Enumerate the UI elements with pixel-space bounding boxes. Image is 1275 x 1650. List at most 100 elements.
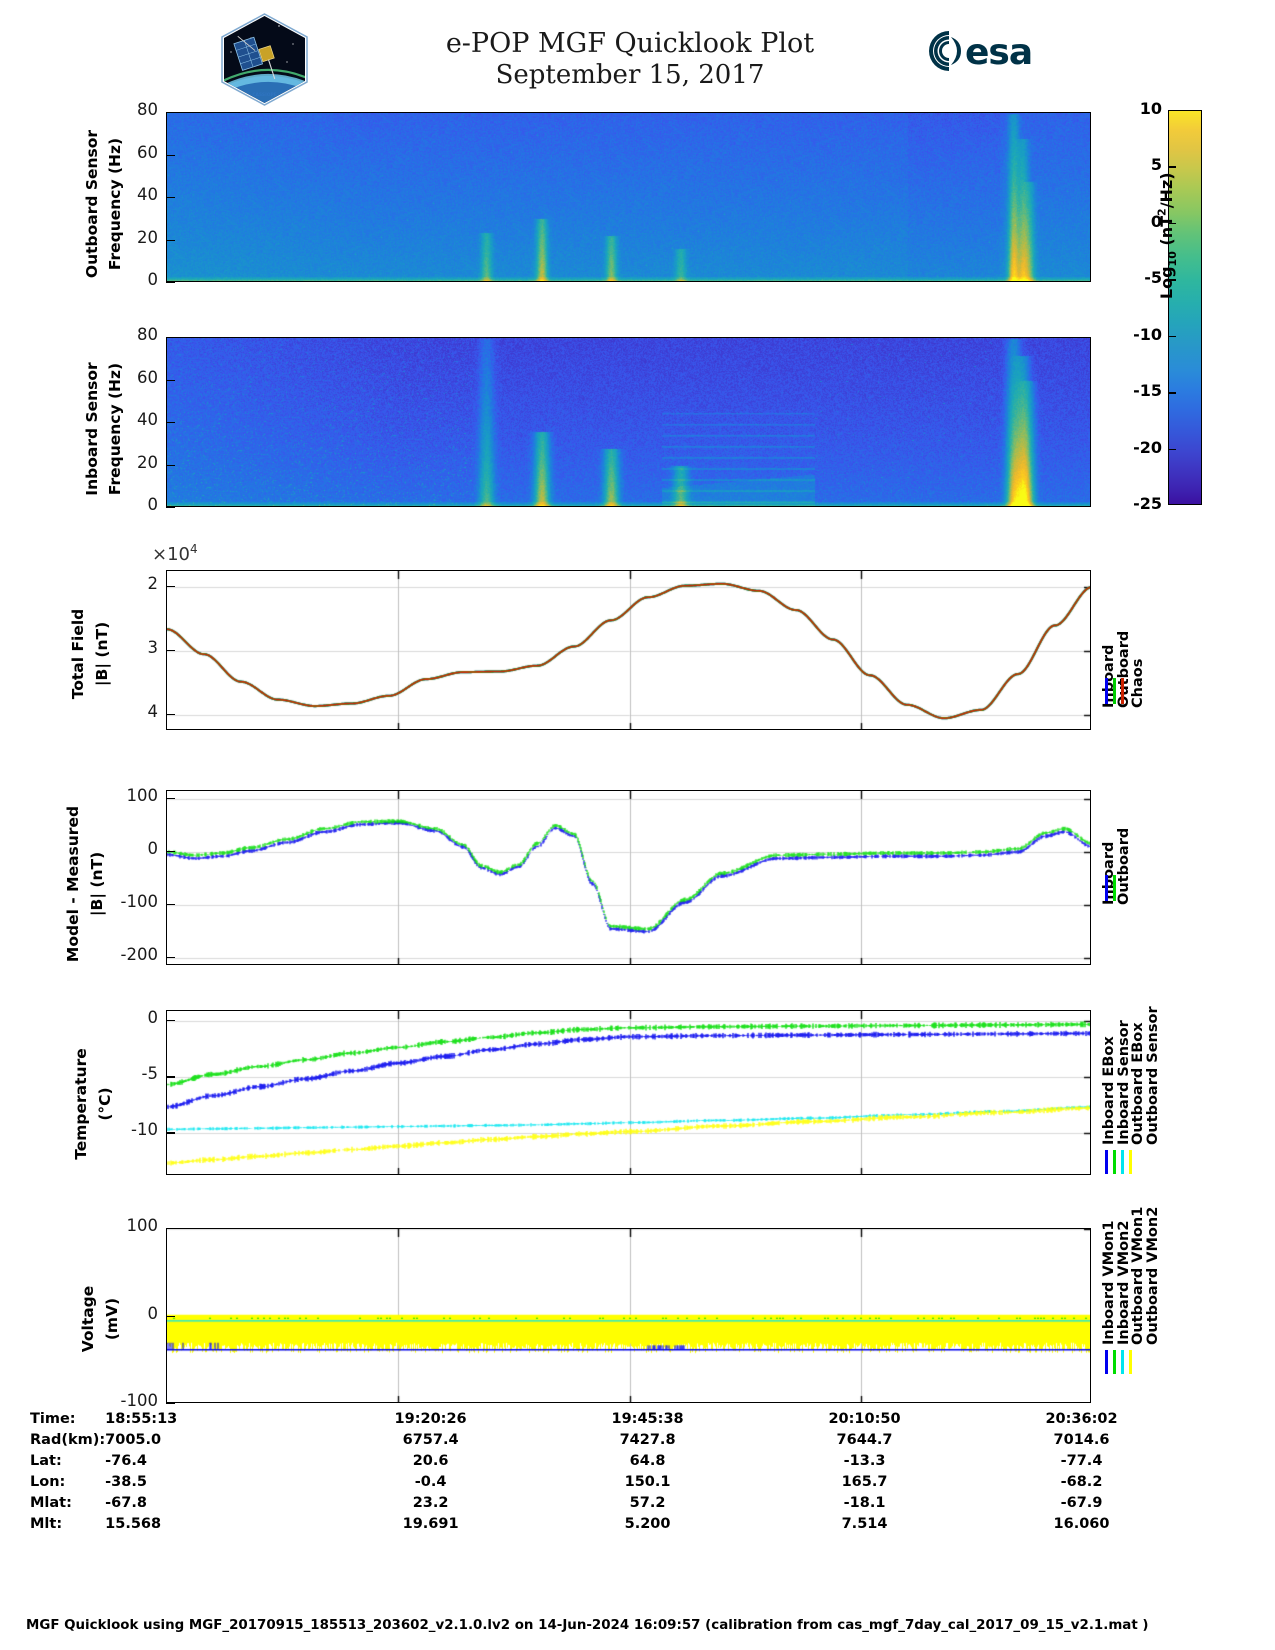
axis-tickmark xyxy=(166,464,175,466)
axis-tickmark xyxy=(166,1403,175,1405)
ephemeris-value: 19:45:38 xyxy=(611,1410,684,1427)
panel-inboard-ylabel-1: Inboard Sensor xyxy=(83,362,101,496)
axis-tick-label: 60 xyxy=(137,367,158,387)
ephemeris-value: 16.060 xyxy=(1053,1515,1110,1532)
table-row: Lon: -38.5 -0.4 150.1 165.7 -68.2 xyxy=(30,1471,1190,1492)
axis-tick-label: 80 xyxy=(137,100,158,119)
legend-color-swatch xyxy=(1121,1150,1124,1174)
ephemeris-value: -67.8 xyxy=(105,1494,147,1511)
ephemeris-value: -68.2 xyxy=(1060,1473,1103,1490)
legend-entry-label: Outboard VMon2 xyxy=(1144,1206,1161,1345)
colorbar-tick: 0 xyxy=(1150,211,1162,231)
legend-color-swatch xyxy=(1129,1150,1132,1174)
ephemeris-value: -38.5 xyxy=(105,1473,147,1490)
outboard-spectrogram-plot xyxy=(166,112,1091,282)
legend-entry-label: Outboard Sensor xyxy=(1144,1006,1161,1145)
footer-provenance-text: MGF Quicklook using MGF_20170915_185513_… xyxy=(26,1618,1149,1633)
ephemeris-value: 20.6 xyxy=(412,1452,449,1469)
ephemeris-value: 165.7 xyxy=(841,1473,888,1490)
axis-tick-label: 20 xyxy=(137,452,158,472)
axis-tick-label: 0 xyxy=(147,1008,159,1028)
colorbar-tick: -15 xyxy=(1133,381,1162,401)
axis-tick-label: 4 xyxy=(147,702,159,721)
ephemeris-value: 18:55:13 xyxy=(105,1410,178,1427)
axis-tickmark xyxy=(166,507,175,509)
colorbar-tick: 10 xyxy=(1139,99,1162,118)
voltage-plot xyxy=(166,1228,1091,1403)
colorbar-tickmark xyxy=(1168,222,1176,225)
axis-tick-label: 2 xyxy=(147,574,159,593)
axis-tickmark xyxy=(166,379,175,381)
ephemeris-row-label: Lat: xyxy=(30,1452,62,1469)
ephemeris-value: 15.568 xyxy=(105,1515,162,1532)
table-row: Mlat: -67.8 23.2 57.2 -18.1 -67.9 xyxy=(30,1492,1190,1513)
axis-tickmark xyxy=(166,650,175,652)
ephemeris-value: 20:36:02 xyxy=(1045,1410,1118,1427)
svg-text:esa: esa xyxy=(965,32,1032,73)
panel-modelmeas-ylabel-1: Model - Measured xyxy=(64,805,82,963)
axis-tick-label: 40 xyxy=(137,185,158,204)
title-main: e-POP MGF Quicklook Plot xyxy=(445,28,815,59)
ephemeris-value: 57.2 xyxy=(629,1494,666,1511)
axis-tickmark xyxy=(166,1315,175,1317)
inboard-spectrogram-plot xyxy=(166,337,1091,507)
axis-tickmark xyxy=(166,850,175,853)
axis-tick-label: 3 xyxy=(147,638,159,657)
axis-tick-label: 0 xyxy=(147,838,159,858)
axis-tick-label: 100 xyxy=(126,1216,159,1235)
cassiope-mission-logo: CASSIOPE xyxy=(217,12,312,107)
legend-color-swatch xyxy=(1113,875,1116,901)
panel-totalfield-ylabel-1: Total Field xyxy=(69,608,87,700)
totalfield-exponent-label: ×104 xyxy=(152,542,198,565)
ephemeris-value: -67.9 xyxy=(1060,1494,1103,1511)
ephemeris-value: 150.1 xyxy=(624,1473,671,1490)
legend-color-swatch xyxy=(1105,678,1108,704)
legend-color-swatch xyxy=(1121,678,1124,704)
ephemeris-value: 6757.4 xyxy=(402,1431,459,1448)
ephemeris-value: 64.8 xyxy=(629,1452,666,1469)
legend-entry-label: Chaos xyxy=(1130,658,1146,708)
axis-tickmark xyxy=(166,714,175,716)
axis-tickmark xyxy=(166,197,175,199)
page-title: e-POP MGF Quicklook Plot September 15, 2… xyxy=(330,28,930,91)
colorbar-tickmark xyxy=(1168,166,1176,168)
ephemeris-row-label: Lon: xyxy=(30,1473,66,1490)
title-date: September 15, 2017 xyxy=(495,59,765,90)
ephemeris-value: 7005.0 xyxy=(105,1431,162,1448)
legend-color-swatch xyxy=(1105,875,1108,901)
colorbar-tick: -25 xyxy=(1133,494,1162,513)
legend-color-swatch xyxy=(1121,1350,1124,1374)
axis-tickmark xyxy=(166,282,175,284)
axis-tickmark xyxy=(166,422,175,424)
axis-tick-label: -100 xyxy=(120,1391,158,1410)
legend-entry-label: Inboard VMon1 xyxy=(1101,1220,1117,1345)
legend-color-swatch xyxy=(1129,1350,1132,1374)
legend-entry-label: Inboard EBox xyxy=(1101,1036,1117,1145)
total-field-plot xyxy=(166,570,1091,730)
ephemeris-row-label: Rad(km): xyxy=(30,1431,106,1448)
table-row: Lat: -76.4 20.6 64.8 -13.3 -77.4 xyxy=(30,1450,1190,1471)
ephemeris-value: 20:10:50 xyxy=(828,1410,901,1427)
panel-voltage-ylabel-1: Voltage xyxy=(79,1285,97,1353)
axis-tickmark xyxy=(166,154,175,156)
axis-tick-label: 60 xyxy=(137,142,158,162)
ephemeris-value: -18.1 xyxy=(843,1494,886,1511)
axis-tickmark xyxy=(166,1228,175,1230)
panel-temperature-ylabel-2: (°C) xyxy=(96,1087,114,1121)
legend-color-swatch xyxy=(1113,678,1116,704)
axis-tick-label: 0 xyxy=(147,1303,159,1323)
legend-entry-label: Outboard VMon1 xyxy=(1130,1206,1146,1345)
table-row: Rad(km): 7005.0 6757.4 7427.8 7644.7 7014.6 xyxy=(30,1429,1190,1450)
axis-tick-label: -10 xyxy=(131,1120,158,1140)
colorbar-tick: -20 xyxy=(1133,437,1162,457)
colorbar-tick: -10 xyxy=(1133,324,1162,344)
table-row: Mlt: 15.568 19.691 5.200 7.514 16.060 xyxy=(30,1513,1190,1534)
colorbar-tick: 5 xyxy=(1150,155,1162,175)
ephemeris-value: 5.200 xyxy=(624,1515,671,1532)
colorbar-tickmark xyxy=(1168,392,1176,394)
ephemeris-value: 7427.8 xyxy=(619,1431,676,1448)
axis-tick-label: 20 xyxy=(137,227,158,247)
legend-entry-label: Outboard xyxy=(1115,827,1132,905)
axis-tick-label: -100 xyxy=(120,892,158,911)
ephemeris-row-label: Mlt: xyxy=(30,1515,63,1532)
